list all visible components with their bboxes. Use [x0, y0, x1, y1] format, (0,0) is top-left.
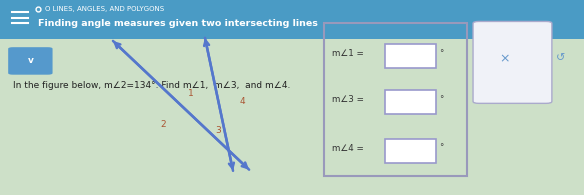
- Text: In the figure below, m∠2=134°. Find m∠1,  m∠3,  and m∠4.: In the figure below, m∠2=134°. Find m∠1,…: [13, 81, 290, 90]
- Text: ×: ×: [499, 52, 510, 65]
- Text: m∠3 =: m∠3 =: [332, 95, 364, 104]
- Text: °: °: [439, 49, 443, 58]
- Text: 1: 1: [188, 89, 194, 98]
- Text: v: v: [27, 56, 33, 65]
- Text: 3: 3: [215, 126, 221, 135]
- Text: °: °: [439, 95, 443, 104]
- Bar: [324, 23, 467, 176]
- Text: m∠4 =: m∠4 =: [332, 144, 364, 153]
- Text: ↺: ↺: [556, 53, 565, 64]
- Text: 4: 4: [239, 97, 245, 106]
- Bar: [0, 0, 584, 39]
- FancyBboxPatch shape: [385, 44, 436, 68]
- Text: Finding angle measures given two intersecting lines: Finding angle measures given two interse…: [38, 19, 318, 27]
- Text: 2: 2: [161, 120, 166, 129]
- Text: O LINES, ANGLES, AND POLYGONS: O LINES, ANGLES, AND POLYGONS: [45, 6, 164, 12]
- FancyBboxPatch shape: [473, 21, 552, 103]
- FancyBboxPatch shape: [385, 139, 436, 163]
- Text: °: °: [439, 144, 443, 153]
- FancyBboxPatch shape: [385, 90, 436, 114]
- FancyBboxPatch shape: [8, 47, 53, 75]
- Text: m∠1 =: m∠1 =: [332, 49, 364, 58]
